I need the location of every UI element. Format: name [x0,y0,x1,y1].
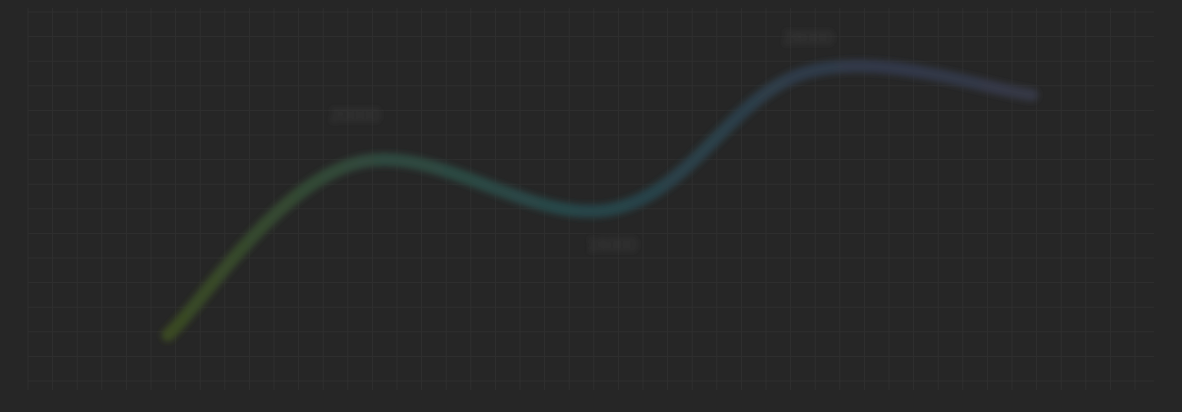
data-point [611,208,613,211]
series-layer [161,59,1039,342]
data-point [807,71,809,73]
data-label: 16000 [587,235,637,255]
series-line [161,59,1039,342]
data-label: 28000 [783,28,833,48]
data-point [354,162,356,165]
data-point [1031,93,1033,96]
data-label-layer: 20000 16000 28000 [330,28,833,255]
data-label: 20000 [330,106,380,126]
chart-grid [27,8,1154,390]
data-point [167,334,169,336]
